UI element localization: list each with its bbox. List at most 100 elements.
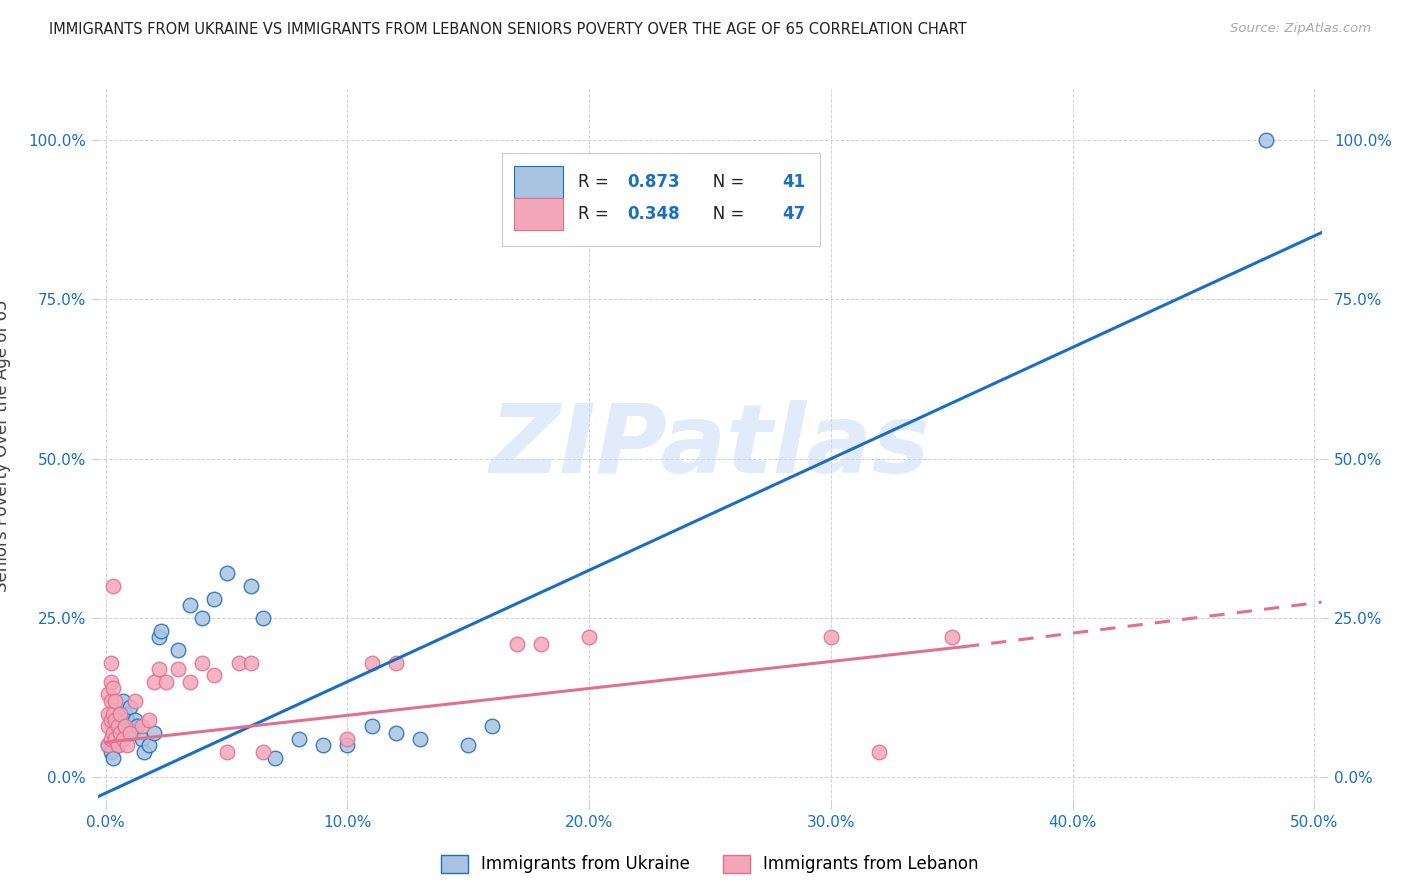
Point (384, 725, 406, 739)
Point (481, 719, 503, 733)
Point (1254, 133, 1277, 147)
Point (104, 713, 127, 727)
FancyBboxPatch shape (502, 153, 820, 246)
Point (100, 674, 122, 689)
Point (118, 700, 141, 714)
Point (97, 688, 120, 702)
Point (104, 694, 127, 708)
Text: IMMIGRANTS FROM UKRAINE VS IMMIGRANTS FROM LEBANON SENIORS POVERTY OVER THE AGE : IMMIGRANTS FROM UKRAINE VS IMMIGRANTS FR… (49, 22, 967, 37)
Point (101, 725, 124, 739)
Point (121, 725, 143, 739)
Point (104, 732, 127, 747)
Point (111, 694, 134, 708)
Point (104, 725, 127, 739)
Point (578, 630, 600, 644)
Point (117, 713, 139, 727)
Text: R =: R = (578, 205, 614, 223)
Point (360, 719, 382, 733)
Point (100, 713, 122, 727)
Point (167, 662, 190, 676)
Text: 41: 41 (782, 173, 806, 191)
Point (111, 732, 134, 747)
Point (111, 719, 134, 733)
Point (360, 656, 382, 670)
Point (167, 643, 190, 657)
Point (104, 713, 127, 727)
Text: N =: N = (696, 205, 749, 223)
Point (101, 732, 124, 747)
Text: R =: R = (578, 173, 614, 191)
Point (941, 630, 963, 644)
Point (868, 745, 890, 759)
Point (101, 579, 124, 593)
Point (100, 745, 122, 759)
Point (108, 706, 131, 721)
Point (117, 739, 139, 753)
Point (179, 599, 201, 613)
Point (155, 674, 177, 689)
Bar (515, 166, 564, 198)
Point (118, 725, 141, 739)
Point (101, 681, 124, 695)
Point (107, 719, 129, 733)
Point (252, 745, 274, 759)
Point (204, 591, 226, 606)
Point (127, 719, 149, 733)
Point (505, 636, 527, 650)
Point (204, 668, 226, 682)
Point (457, 739, 479, 753)
Point (114, 706, 136, 721)
Point (138, 713, 160, 727)
Point (384, 656, 406, 670)
Point (124, 694, 146, 708)
Point (101, 706, 124, 721)
Point (97, 719, 120, 733)
Point (107, 739, 129, 753)
Point (114, 719, 136, 733)
Point (107, 719, 129, 733)
Point (820, 630, 842, 644)
Point (101, 751, 124, 765)
Point (138, 739, 160, 753)
Point (530, 636, 553, 650)
Point (252, 611, 274, 625)
Point (409, 732, 432, 747)
Point (288, 732, 311, 747)
Point (143, 674, 166, 689)
Bar (515, 198, 564, 230)
Point (107, 739, 129, 753)
Point (97, 739, 120, 753)
Point (239, 656, 262, 670)
Text: 47: 47 (782, 205, 806, 223)
Point (108, 732, 131, 747)
Point (215, 745, 238, 759)
Text: 0.873: 0.873 (627, 173, 679, 191)
Point (312, 739, 335, 753)
Point (336, 732, 359, 747)
Point (131, 732, 153, 747)
Point (134, 745, 156, 759)
Point (97, 739, 120, 753)
Text: Source: ZipAtlas.com: Source: ZipAtlas.com (1230, 22, 1371, 36)
Point (100, 732, 122, 747)
Point (215, 566, 238, 581)
Legend: Immigrants from Ukraine, Immigrants from Lebanon: Immigrants from Ukraine, Immigrants from… (434, 848, 986, 880)
Point (228, 656, 250, 670)
Point (108, 706, 131, 721)
Point (148, 662, 170, 676)
Point (336, 739, 359, 753)
Point (131, 719, 153, 733)
Point (150, 624, 173, 638)
Point (239, 579, 262, 593)
Point (148, 630, 170, 644)
Point (100, 694, 122, 708)
Point (100, 656, 122, 670)
Point (191, 611, 214, 625)
Point (191, 656, 214, 670)
Point (264, 751, 287, 765)
Point (179, 674, 201, 689)
Point (124, 713, 146, 727)
Point (108, 725, 131, 739)
Y-axis label: Seniors Poverty Over the Age of 65: Seniors Poverty Over the Age of 65 (0, 300, 11, 592)
Text: ZIPatlas: ZIPatlas (489, 400, 931, 492)
